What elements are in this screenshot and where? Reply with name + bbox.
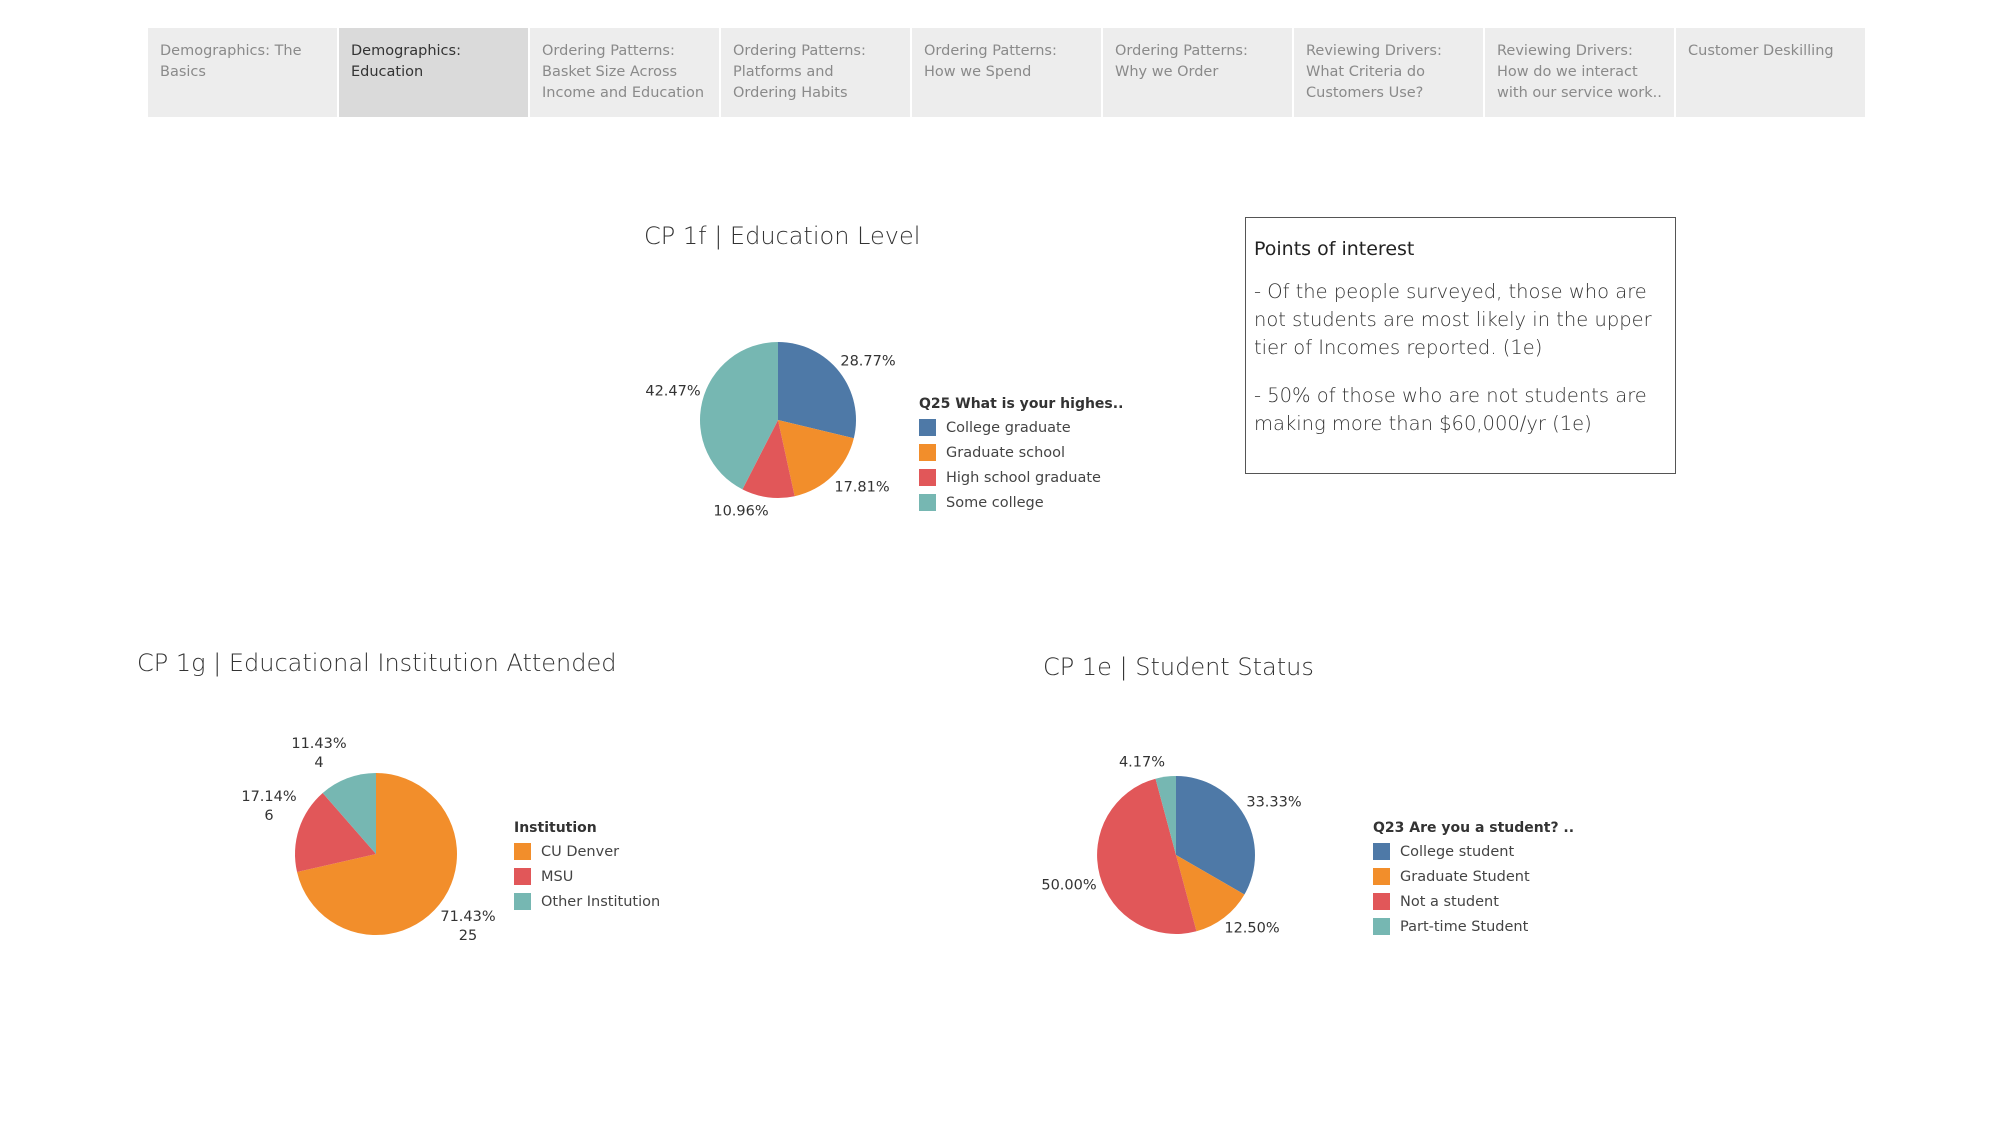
legend-title: Q25 What is your highes.. xyxy=(919,396,1124,412)
legend-item[interactable]: Other Institution xyxy=(514,889,660,914)
count-label: 6 xyxy=(264,808,274,824)
percent-label: 10.96% xyxy=(713,503,769,520)
legend-label: CU Denver xyxy=(541,843,620,860)
data-label: 50.00% xyxy=(1041,877,1096,896)
legend-swatch xyxy=(1373,918,1390,935)
chart-title-institution: CP 1g | Educational Institution Attended xyxy=(137,649,617,677)
legend-swatch xyxy=(919,469,936,486)
percent-label: 50.00% xyxy=(1041,877,1097,894)
pie-slice-college-graduate[interactable] xyxy=(778,342,856,439)
data-label: 12.50% xyxy=(1224,920,1279,939)
pie-slice-part-time-student[interactable] xyxy=(1155,776,1176,855)
legend-title: Q23 Are you a student? .. xyxy=(1373,820,1575,836)
legend-item[interactable]: Some college xyxy=(919,490,1123,515)
poi-item: - 50% of those who are not students are … xyxy=(1254,384,1647,435)
data-label: 10.96% xyxy=(713,503,768,522)
tab-service-workers[interactable]: Reviewing Drivers: How do we interact wi… xyxy=(1485,28,1674,117)
legend-item[interactable]: Graduate school xyxy=(919,440,1123,465)
legend-swatch xyxy=(919,494,936,511)
legend-swatch xyxy=(514,893,531,910)
tab-what-criteria[interactable]: Reviewing Drivers: What Criteria do Cust… xyxy=(1294,28,1483,117)
data-label: 17.81% xyxy=(834,479,889,498)
legend-item[interactable]: College graduate xyxy=(919,415,1123,440)
legend-label: Not a student xyxy=(1400,893,1499,910)
legend-swatch xyxy=(514,843,531,860)
legend-swatch xyxy=(1373,843,1390,860)
legend: Q25 What is your highes.. College graduat… xyxy=(919,396,1123,515)
percent-label: 28.77% xyxy=(840,353,896,370)
pie-slice-cu-denver[interactable] xyxy=(297,773,458,936)
legend-swatch xyxy=(1373,893,1390,910)
points-of-interest-box: Points of interest - Of the people surve… xyxy=(1245,217,1676,474)
legend-item[interactable]: Not a student xyxy=(1373,889,1574,914)
percent-label: 17.81% xyxy=(834,479,890,496)
legend-swatch xyxy=(919,444,936,461)
legend-label: MSU xyxy=(541,868,574,885)
percent-label: 71.43% xyxy=(440,909,496,925)
legend-label: College graduate xyxy=(946,419,1071,436)
legend-title: Institution xyxy=(514,820,597,836)
legend-item[interactable]: Part-time Student xyxy=(1373,914,1574,939)
legend-item[interactable]: High school graduate xyxy=(919,465,1123,490)
data-label: 71.43% 25 xyxy=(440,908,495,946)
legend-item[interactable]: College student xyxy=(1373,839,1574,864)
chart-title-education-level: CP 1f | Education Level xyxy=(644,222,921,250)
poi-item: - Of the people surveyed, those who are … xyxy=(1254,280,1652,359)
percent-label: 33.33% xyxy=(1246,794,1302,811)
legend-item[interactable]: MSU xyxy=(514,864,660,889)
tab-demographics-education[interactable]: Demographics: Education xyxy=(339,28,528,117)
legend-swatch xyxy=(514,868,531,885)
percent-label: 11.43% xyxy=(291,736,347,752)
legend-item[interactable]: CU Denver xyxy=(514,839,660,864)
tab-how-we-spend[interactable]: Ordering Patterns: How we Spend xyxy=(912,28,1101,117)
poi-heading: Points of interest xyxy=(1254,238,1415,260)
percent-label: 17.14% xyxy=(241,789,297,805)
count-label: 4 xyxy=(314,755,324,771)
count-label: 25 xyxy=(458,928,478,944)
legend-label: Graduate Student xyxy=(1400,868,1530,885)
legend-label: Part-time Student xyxy=(1400,918,1529,935)
tab-customer-deskilling[interactable]: Customer Deskilling xyxy=(1676,28,1865,117)
pie-slice-graduate-student[interactable] xyxy=(1176,855,1245,932)
percent-label: 42.47% xyxy=(645,383,701,400)
tab-why-we-order[interactable]: Ordering Patterns: Why we Order xyxy=(1103,28,1292,117)
legend: Q23 Are you a student? .. College student… xyxy=(1373,820,1574,939)
tab-demographics-basics[interactable]: Demographics: The Basics xyxy=(148,28,337,117)
pie-slice-msu[interactable] xyxy=(295,793,376,873)
pie-slice-graduate-school[interactable] xyxy=(778,420,854,497)
legend-label: High school graduate xyxy=(946,469,1101,486)
data-label: 17.14% 6 xyxy=(241,788,296,826)
legend-item[interactable]: Graduate Student xyxy=(1373,864,1574,889)
tab-basket-size[interactable]: Ordering Patterns: Basket Size Across In… xyxy=(530,28,719,117)
legend-label: College student xyxy=(1400,843,1515,860)
pie-slice-not-a-student[interactable] xyxy=(1097,778,1197,934)
data-label: 33.33% xyxy=(1246,794,1301,813)
legend-swatch xyxy=(919,419,936,436)
legend-label: Some college xyxy=(946,494,1044,511)
legend-swatch xyxy=(1373,868,1390,885)
tab-platforms[interactable]: Ordering Patterns: Platforms and Orderin… xyxy=(721,28,910,117)
data-label: 4.17% xyxy=(1119,754,1165,773)
percent-label: 12.50% xyxy=(1224,920,1280,937)
pie-slice-some-college[interactable] xyxy=(700,342,778,490)
pie-slice-college-student[interactable] xyxy=(1176,776,1255,895)
dashboard-tabs: Demographics: The Basics Demographics: E… xyxy=(148,28,1865,117)
data-label: 42.47% xyxy=(645,383,700,402)
pie-slice-other-institution[interactable] xyxy=(322,773,376,854)
legend-label: Other Institution xyxy=(541,893,661,910)
legend: Institution CU Denver MSU Other Institution xyxy=(514,820,660,914)
legend-label: Graduate school xyxy=(946,444,1066,461)
data-label: 28.77% xyxy=(840,353,895,372)
percent-label: 4.17% xyxy=(1118,754,1166,771)
data-label: 11.43% 4 xyxy=(291,735,346,773)
chart-title-student-status: CP 1e | Student Status xyxy=(1043,653,1314,681)
pie-slice-high-school-graduate[interactable] xyxy=(742,420,795,498)
